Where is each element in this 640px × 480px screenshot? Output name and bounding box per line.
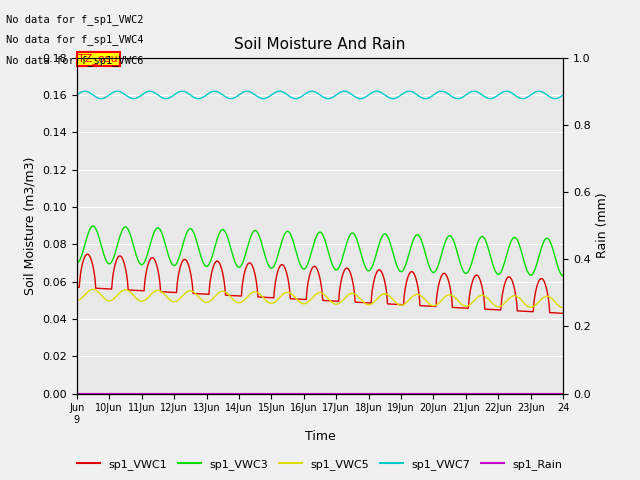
Y-axis label: Soil Moisture (m3/m3): Soil Moisture (m3/m3) — [24, 156, 36, 295]
Y-axis label: Rain (mm): Rain (mm) — [596, 193, 609, 258]
X-axis label: Time: Time — [305, 431, 335, 444]
Text: No data for f_sp1_VWC6: No data for f_sp1_VWC6 — [6, 55, 144, 66]
Text: No data for f_sp1_VWC4: No data for f_sp1_VWC4 — [6, 35, 144, 46]
Text: No data for f_sp1_VWC2: No data for f_sp1_VWC2 — [6, 14, 144, 25]
Legend: sp1_VWC1, sp1_VWC3, sp1_VWC5, sp1_VWC7, sp1_Rain: sp1_VWC1, sp1_VWC3, sp1_VWC5, sp1_VWC7, … — [73, 455, 567, 474]
Text: TZ_osu: TZ_osu — [79, 53, 118, 64]
Title: Soil Moisture And Rain: Soil Moisture And Rain — [234, 37, 406, 52]
